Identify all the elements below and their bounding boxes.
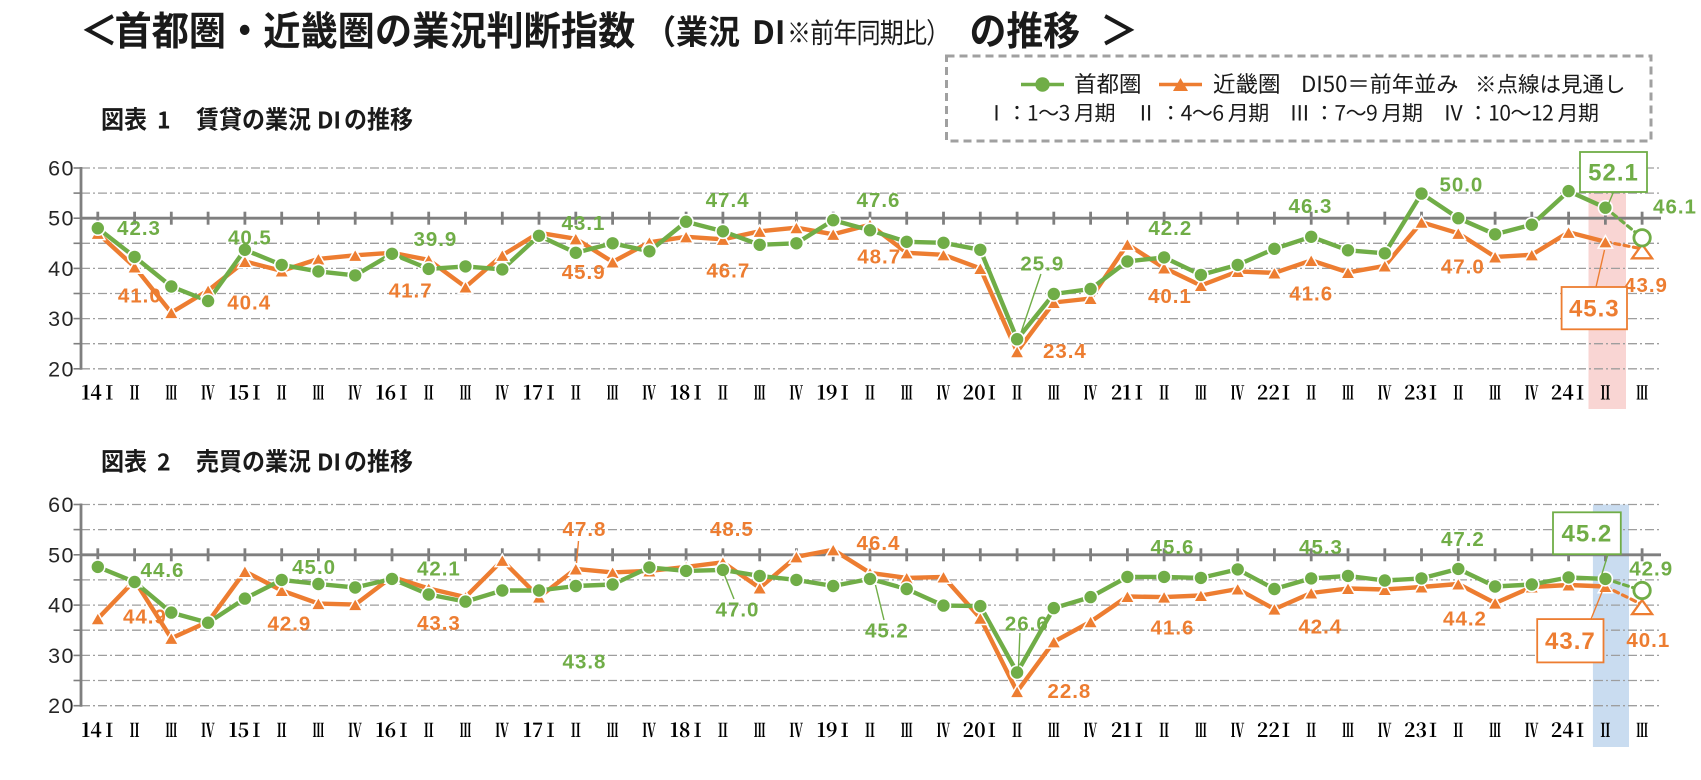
- svg-text:45.3: 45.3: [1569, 296, 1620, 323]
- svg-text:40: 40: [48, 257, 75, 281]
- svg-text:52.1: 52.1: [1588, 160, 1639, 187]
- svg-text:47.8: 47.8: [563, 518, 607, 541]
- svg-text:43.8: 43.8: [563, 650, 607, 673]
- svg-text:50.0: 50.0: [1439, 173, 1483, 196]
- svg-text:40.5: 40.5: [228, 227, 272, 250]
- svg-text:46.7: 46.7: [706, 260, 750, 283]
- svg-text:45.3: 45.3: [1299, 536, 1343, 559]
- svg-text:45.0: 45.0: [292, 556, 336, 579]
- svg-text:26.6: 26.6: [1005, 612, 1049, 635]
- svg-text:20: 20: [48, 357, 75, 381]
- svg-text:43.9: 43.9: [1624, 274, 1668, 297]
- svg-text:30: 30: [48, 307, 75, 331]
- svg-text:45.9: 45.9: [562, 261, 606, 284]
- svg-text:40: 40: [48, 594, 75, 618]
- svg-text:43.1: 43.1: [562, 212, 606, 235]
- svg-text:43.3: 43.3: [417, 612, 461, 635]
- svg-text:47.0: 47.0: [1441, 256, 1485, 279]
- svg-text:47.0: 47.0: [716, 598, 760, 621]
- svg-text:47.2: 47.2: [1441, 528, 1485, 551]
- svg-text:44.9: 44.9: [123, 605, 167, 628]
- svg-text:45.2: 45.2: [865, 619, 909, 642]
- svg-text:45.6: 45.6: [1151, 536, 1195, 559]
- svg-text:25.9: 25.9: [1020, 253, 1064, 276]
- svg-text:42.9: 42.9: [267, 612, 311, 635]
- svg-text:44.6: 44.6: [141, 559, 185, 582]
- svg-text:42.9: 42.9: [1629, 558, 1673, 581]
- svg-text:46.1: 46.1: [1653, 196, 1697, 219]
- svg-text:46.4: 46.4: [857, 532, 901, 555]
- svg-text:40.4: 40.4: [227, 292, 271, 315]
- svg-text:50: 50: [48, 207, 75, 231]
- svg-text:60: 60: [48, 493, 75, 517]
- svg-text:20: 20: [48, 694, 75, 718]
- svg-text:42.1: 42.1: [417, 557, 461, 580]
- svg-text:41.7: 41.7: [389, 280, 433, 303]
- svg-text:46.3: 46.3: [1289, 195, 1333, 218]
- svg-text:45.2: 45.2: [1562, 521, 1613, 548]
- svg-text:60: 60: [48, 157, 75, 181]
- svg-text:30: 30: [48, 644, 75, 668]
- svg-text:42.2: 42.2: [1148, 217, 1192, 240]
- svg-text:41.6: 41.6: [1151, 617, 1195, 640]
- svg-text:48.5: 48.5: [710, 518, 754, 541]
- svg-text:40.1: 40.1: [1626, 629, 1670, 652]
- svg-text:42.4: 42.4: [1298, 615, 1342, 638]
- svg-text:44.2: 44.2: [1443, 607, 1487, 630]
- svg-text:40.1: 40.1: [1148, 285, 1192, 308]
- svg-text:42.3: 42.3: [117, 217, 161, 240]
- svg-text:22.8: 22.8: [1047, 680, 1091, 703]
- svg-text:48.7: 48.7: [857, 246, 901, 269]
- svg-text:43.7: 43.7: [1545, 628, 1596, 655]
- svg-text:41.0: 41.0: [118, 284, 162, 307]
- svg-text:47.6: 47.6: [857, 189, 901, 212]
- svg-text:50: 50: [48, 543, 75, 567]
- svg-text:47.4: 47.4: [706, 189, 750, 212]
- svg-text:23.4: 23.4: [1043, 340, 1087, 363]
- svg-text:41.6: 41.6: [1289, 282, 1333, 305]
- svg-text:39.9: 39.9: [413, 228, 457, 251]
